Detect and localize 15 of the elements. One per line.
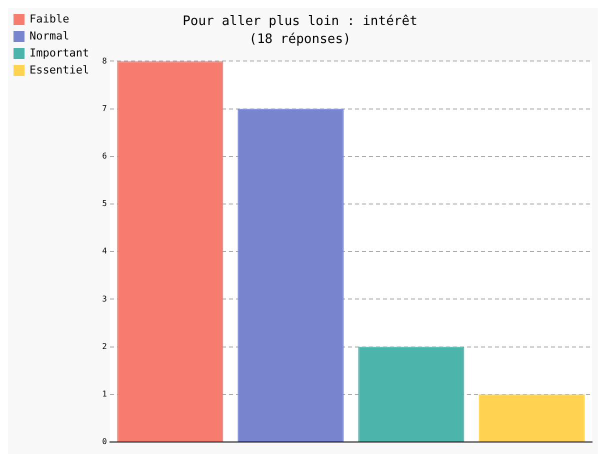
y-tick-label: 7 — [102, 104, 108, 113]
chart-subtitle: (18 réponses) — [249, 32, 351, 47]
y-tick-label: 1 — [102, 389, 108, 398]
y-tick-label: 8 — [102, 56, 108, 66]
legend-label: Normal — [30, 29, 70, 42]
legend-label: Faible — [30, 12, 70, 26]
y-tick-label: 4 — [102, 246, 108, 256]
legend-label: Important — [30, 46, 90, 60]
y-tick-label: 3 — [102, 294, 108, 304]
y-tick-label: 2 — [102, 342, 108, 351]
y-tick-label: 5 — [102, 199, 108, 208]
y-tick-label: 0 — [102, 437, 108, 446]
legend-label: Essentiel — [30, 63, 90, 76]
chart-title: Pour aller plus loin : intérêt — [182, 14, 418, 30]
y-tick-label: 6 — [102, 151, 108, 160]
